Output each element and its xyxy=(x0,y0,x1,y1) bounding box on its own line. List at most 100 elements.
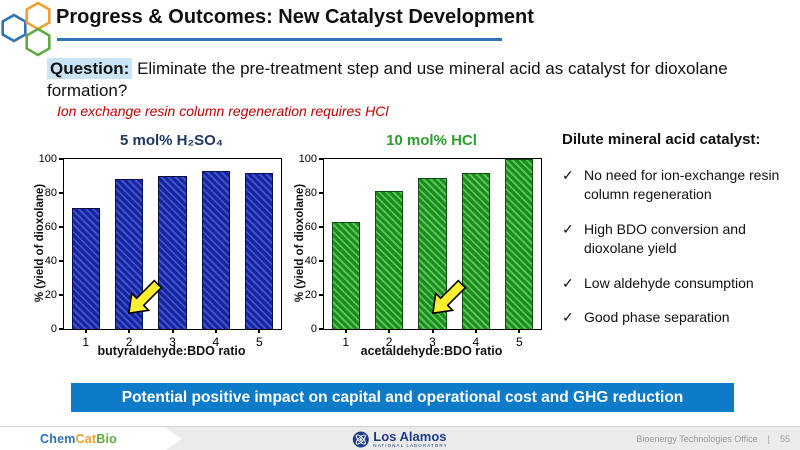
bullet-item: ✓ High BDO conversion and dioxolane yiel… xyxy=(562,220,794,258)
los-alamos-logo: Los Alamos NATIONAL LABORATORY xyxy=(352,427,447,450)
x-tick-label: 3 xyxy=(429,335,436,349)
y-axis-label: % (yield of dioxolane) xyxy=(34,183,46,303)
bullet-item: ✓ Good phase separation xyxy=(562,308,794,327)
title-underline xyxy=(57,38,502,41)
y-tick-label: 60 xyxy=(44,221,57,233)
x-tick-label: 4 xyxy=(472,335,480,349)
bullet-text: No need for ion-exchange resin column re… xyxy=(584,167,780,202)
bullet-item: ✓ Low aldehyde consumption xyxy=(562,274,794,293)
check-icon: ✓ xyxy=(562,309,574,326)
x-tick-label: 2 xyxy=(385,335,393,349)
slide-title: Progress & Outcomes: New Catalyst Develo… xyxy=(56,6,534,28)
x-tick-mark xyxy=(431,329,434,333)
los-alamos-icon xyxy=(352,431,369,447)
check-icon: ✓ xyxy=(562,167,574,183)
x-tick-mark xyxy=(171,329,174,333)
x-tick-label: 1 xyxy=(342,335,350,349)
los-alamos-name: Los Alamos xyxy=(373,428,447,444)
highlight-arrow-icon xyxy=(128,279,163,315)
chart-title: 10 mol% HCl xyxy=(386,132,477,149)
bullet-text: High BDO conversion and dioxolane yield xyxy=(584,220,746,256)
los-alamos-sub: NATIONAL LABORATORY xyxy=(373,442,448,448)
chemcatbio-logo-text: ChemCatBio xyxy=(0,432,117,446)
x-tick-mark xyxy=(474,329,477,333)
page-number: 55 xyxy=(779,434,790,444)
y-tick-label: 60 xyxy=(304,221,317,233)
x-axis-label: butyraldehyde:BDO ratio xyxy=(97,344,246,358)
highlight-arrow-icon xyxy=(431,279,467,315)
red-note: Ion exchange resin column regeneration r… xyxy=(57,103,389,119)
y-tick-label: 20 xyxy=(304,289,317,301)
y-tick-mark xyxy=(59,158,64,160)
y-tick-mark xyxy=(319,192,324,194)
check-icon: ✓ xyxy=(562,274,574,291)
y-tick-label: 0 xyxy=(50,323,57,335)
question-body: Eliminate the pre-treatment step and use… xyxy=(47,59,728,101)
y-tick-mark xyxy=(59,260,64,262)
bar xyxy=(461,172,490,329)
y-tick-label: 100 xyxy=(38,153,57,165)
bar xyxy=(71,208,100,329)
y-tick-mark xyxy=(319,158,324,160)
chart-h2so4: 5 mol% H₂SO₄ % (yield of dioxolane) 0 20 4… xyxy=(33,131,285,363)
x-tick-mark xyxy=(518,329,521,333)
y-axis-label: % (yield of dioxolane) xyxy=(294,183,306,303)
x-tick-label: 1 xyxy=(82,335,90,349)
x-tick-label: 3 xyxy=(169,335,176,349)
question-label: Question: xyxy=(47,58,133,79)
key-points-panel: Dilute mineral acid catalyst: ✓ No need … xyxy=(562,131,794,343)
x-tick-mark xyxy=(344,329,347,333)
y-tick-label: 80 xyxy=(44,187,57,199)
chemcatbio-segment: Chem xyxy=(40,432,76,446)
x-tick-mark xyxy=(258,329,261,333)
los-alamos-text: Los Alamos NATIONAL LABORATORY xyxy=(373,430,447,449)
office-name: Bioenergy Technologies Office xyxy=(636,434,758,444)
bullet-text: Low aldehyde consumption xyxy=(584,274,754,291)
chemcatbio-logo: ChemCatBio xyxy=(0,427,182,450)
question-paragraph: Question: Eliminate the pre-treatment st… xyxy=(47,58,763,103)
y-tick-mark xyxy=(59,226,64,228)
chart-hcl: 10 mol% HCl % (yield of dioxolane) 0 20 40… xyxy=(293,131,545,363)
y-tick-label: 100 xyxy=(298,153,317,165)
chemcatbio-hex-logo-icon xyxy=(1,2,51,57)
x-tick-mark xyxy=(128,329,131,333)
y-tick-label: 20 xyxy=(44,289,57,301)
bar xyxy=(245,172,274,329)
takeaway-banner: Potential positive impact on capital and… xyxy=(71,383,734,412)
y-tick-mark xyxy=(319,328,324,330)
y-tick-label: 40 xyxy=(44,255,57,267)
x-tick-label: 2 xyxy=(125,335,133,349)
footer: ChemCatBio Los Alamos NATIONAL LABORATOR… xyxy=(0,426,800,450)
plot-area: 0 20 40 60 80 100 1 2 3 4 5 xyxy=(39,153,282,349)
bar xyxy=(505,159,534,329)
y-tick-label: 0 xyxy=(310,323,317,335)
y-tick-mark xyxy=(319,294,324,296)
y-tick-mark xyxy=(59,328,64,330)
bullet-item: ✓ No need for ion-exchange resin column … xyxy=(562,166,794,204)
x-tick-label: 5 xyxy=(255,335,263,349)
footer-divider: | xyxy=(767,434,770,444)
chemcatbio-segment: Bio xyxy=(96,432,118,446)
x-tick-mark xyxy=(214,329,217,333)
bar xyxy=(201,170,230,329)
y-tick-mark xyxy=(59,192,64,194)
y-tick-label: 80 xyxy=(304,187,317,199)
y-tick-mark xyxy=(319,260,324,262)
x-tick-mark xyxy=(388,329,391,333)
x-tick-label: 5 xyxy=(515,335,523,349)
x-axis-label: acetaldehyde:BDO ratio xyxy=(360,344,503,358)
chart-title: 5 mol% H₂SO₄ xyxy=(119,132,223,149)
plot-area: 0 20 40 60 80 100 1 2 3 4 5 xyxy=(299,153,542,349)
x-tick-label: 4 xyxy=(212,335,220,349)
bullet-text: Good phase separation xyxy=(584,309,730,326)
chemcatbio-segment: Cat xyxy=(75,432,97,446)
x-tick-mark xyxy=(84,329,87,333)
footer-right: Bioenergy Technologies Office | 55 xyxy=(636,427,790,450)
y-tick-mark xyxy=(59,294,64,296)
bar xyxy=(158,176,187,329)
bar xyxy=(331,221,360,329)
y-tick-label: 40 xyxy=(304,255,317,267)
bar xyxy=(374,191,404,329)
panel-heading: Dilute mineral acid catalyst: xyxy=(562,131,761,148)
